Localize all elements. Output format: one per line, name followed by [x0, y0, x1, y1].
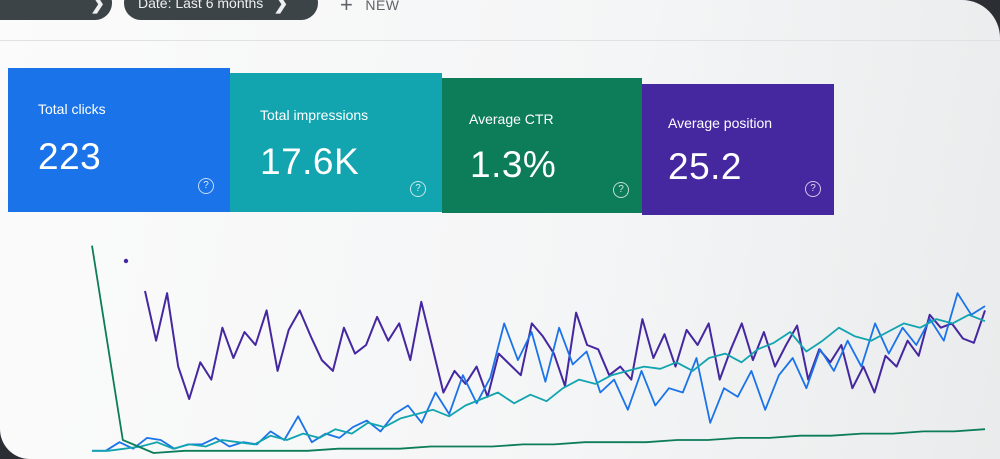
filter-pill[interactable]: ❯	[0, 0, 112, 20]
chevron-right-icon: ❯	[90, 0, 106, 13]
metric-label: Total impressions	[260, 107, 369, 123]
metric-card-total-clicks[interactable]: Total clicks 223 ?	[8, 68, 230, 212]
metric-card-average-position[interactable]: Average position 25.2 ?	[642, 84, 834, 215]
new-button[interactable]: + NEW	[340, 0, 400, 18]
series-line-0	[144, 290, 986, 400]
metric-label: Average CTR	[469, 111, 554, 127]
metric-value: 223	[38, 136, 102, 177]
help-icon[interactable]: ?	[198, 178, 214, 194]
help-icon[interactable]: ?	[805, 181, 821, 197]
performance-chart	[91, 245, 986, 454]
metric-label: Average position	[668, 115, 773, 131]
annotation-marker	[123, 258, 129, 264]
help-icon[interactable]: ?	[613, 182, 629, 198]
series-line-3	[91, 245, 986, 454]
metric-value: 25.2	[668, 146, 743, 187]
metric-label: Total clicks	[38, 101, 106, 117]
metric-value: 17.6K	[260, 141, 360, 182]
chevron-right-icon: ❯	[273, 0, 289, 13]
metric-value: 1.3%	[470, 144, 557, 185]
toolbar: ❯ Date: Last 6 months ❯ + NEW	[0, 0, 1000, 41]
metric-card-average-ctr[interactable]: Average CTR 1.3% ?	[442, 78, 642, 213]
series-layer	[91, 245, 986, 454]
new-label: NEW	[365, 0, 400, 13]
series-line-2	[92, 313, 986, 452]
help-icon[interactable]: ?	[410, 181, 426, 197]
plus-icon: +	[340, 0, 354, 17]
date-filter-pill[interactable]: Date: Last 6 months ❯	[124, 0, 318, 20]
date-filter-label: Date: Last 6 months	[138, 0, 264, 11]
metric-card-total-impressions[interactable]: Total impressions 17.6K ?	[230, 73, 442, 212]
series-line-1	[92, 292, 986, 452]
